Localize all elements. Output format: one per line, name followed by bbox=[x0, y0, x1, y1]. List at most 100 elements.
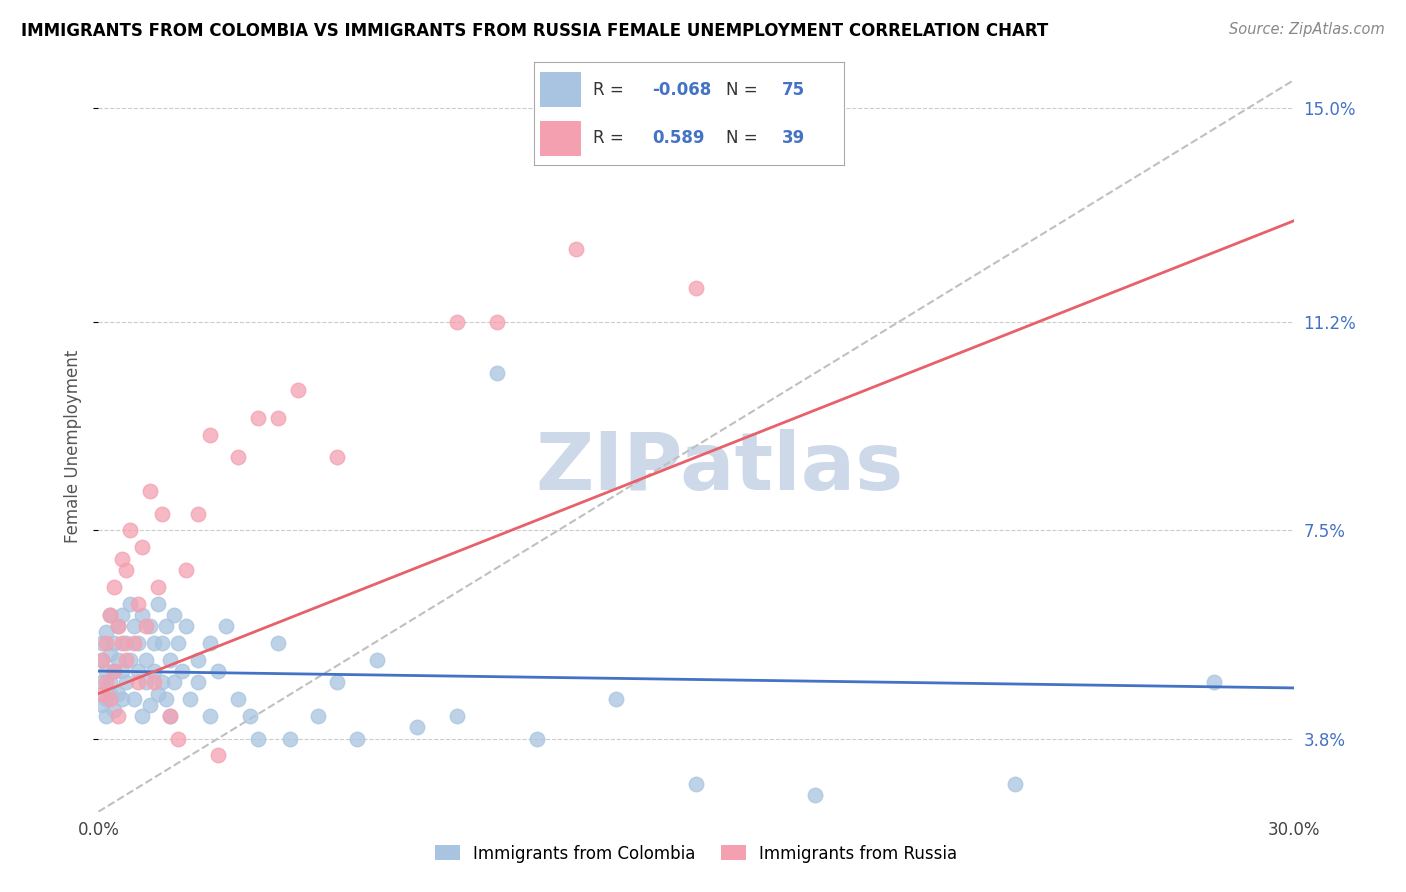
Point bbox=[198, 636, 221, 650]
Point bbox=[174, 619, 197, 633]
Point bbox=[103, 636, 125, 650]
Point bbox=[103, 664, 125, 678]
Text: R =: R = bbox=[593, 128, 628, 147]
Point bbox=[135, 619, 157, 633]
Text: ZIPatlas: ZIPatlas bbox=[536, 429, 904, 507]
Point bbox=[172, 664, 194, 678]
Point bbox=[91, 653, 114, 667]
Y-axis label: Female Unemployment: Female Unemployment bbox=[65, 350, 83, 542]
Point bbox=[127, 675, 149, 690]
Point bbox=[226, 692, 249, 706]
Point bbox=[96, 709, 118, 723]
Point bbox=[267, 410, 290, 425]
Point bbox=[278, 731, 301, 746]
Point bbox=[1004, 776, 1026, 790]
Point bbox=[91, 653, 114, 667]
Point bbox=[139, 483, 162, 498]
Point bbox=[215, 619, 238, 633]
Text: 39: 39 bbox=[782, 128, 806, 147]
Point bbox=[239, 709, 262, 723]
Point bbox=[226, 450, 249, 465]
Point bbox=[115, 563, 138, 577]
Point bbox=[111, 692, 134, 706]
Point bbox=[155, 692, 177, 706]
Point bbox=[150, 675, 173, 690]
Text: R =: R = bbox=[593, 80, 628, 99]
Point bbox=[120, 524, 142, 538]
Point bbox=[143, 664, 166, 678]
Point bbox=[246, 731, 269, 746]
Point bbox=[127, 636, 149, 650]
Point bbox=[148, 597, 170, 611]
Point bbox=[163, 607, 186, 622]
Point bbox=[124, 619, 146, 633]
Point bbox=[685, 281, 707, 295]
Point bbox=[98, 607, 122, 622]
Point bbox=[91, 687, 114, 701]
Point bbox=[150, 507, 173, 521]
Point bbox=[96, 624, 118, 639]
Point bbox=[135, 675, 157, 690]
Point bbox=[91, 698, 114, 712]
Text: 0.589: 0.589 bbox=[652, 128, 704, 147]
Point bbox=[267, 636, 290, 650]
Text: Source: ZipAtlas.com: Source: ZipAtlas.com bbox=[1229, 22, 1385, 37]
Point bbox=[207, 664, 229, 678]
Text: IMMIGRANTS FROM COLOMBIA VS IMMIGRANTS FROM RUSSIA FEMALE UNEMPLOYMENT CORRELATI: IMMIGRANTS FROM COLOMBIA VS IMMIGRANTS F… bbox=[21, 22, 1049, 40]
Point bbox=[148, 687, 170, 701]
Point bbox=[187, 653, 209, 667]
Point bbox=[326, 675, 349, 690]
Point bbox=[103, 580, 125, 594]
Point bbox=[159, 709, 181, 723]
Text: 75: 75 bbox=[782, 80, 804, 99]
Point bbox=[98, 687, 122, 701]
Point bbox=[98, 607, 122, 622]
Point bbox=[685, 776, 707, 790]
Point bbox=[115, 653, 138, 667]
Point bbox=[98, 647, 122, 661]
Point bbox=[148, 580, 170, 594]
Point bbox=[307, 709, 329, 723]
Point bbox=[111, 636, 134, 650]
Text: N =: N = bbox=[725, 80, 763, 99]
Point bbox=[98, 692, 122, 706]
Point bbox=[127, 597, 149, 611]
Point bbox=[131, 541, 153, 555]
Point bbox=[287, 383, 309, 397]
Point bbox=[159, 653, 181, 667]
Point bbox=[120, 597, 142, 611]
Bar bbox=[540, 71, 581, 106]
Text: -0.068: -0.068 bbox=[652, 80, 711, 99]
Point bbox=[485, 366, 508, 380]
Point bbox=[143, 675, 166, 690]
Point bbox=[187, 675, 209, 690]
Point bbox=[159, 709, 181, 723]
Point bbox=[98, 675, 122, 690]
Point bbox=[91, 636, 114, 650]
Point bbox=[167, 731, 190, 746]
Point bbox=[115, 675, 138, 690]
Point bbox=[207, 748, 229, 763]
Point bbox=[115, 636, 138, 650]
Point bbox=[446, 315, 468, 329]
Point bbox=[96, 664, 118, 678]
Point bbox=[139, 619, 162, 633]
Point bbox=[103, 664, 125, 678]
Point bbox=[346, 731, 368, 746]
Point bbox=[446, 709, 468, 723]
Bar bbox=[540, 121, 581, 156]
Point bbox=[127, 664, 149, 678]
Point bbox=[155, 619, 177, 633]
Point bbox=[187, 507, 209, 521]
Point bbox=[135, 653, 157, 667]
Point bbox=[526, 731, 548, 746]
Point bbox=[167, 636, 190, 650]
Point bbox=[124, 692, 146, 706]
Point bbox=[605, 692, 627, 706]
Point bbox=[107, 687, 129, 701]
Point bbox=[1202, 675, 1225, 690]
Point bbox=[246, 410, 269, 425]
Point bbox=[111, 607, 134, 622]
Point bbox=[107, 653, 129, 667]
Point bbox=[406, 720, 429, 734]
